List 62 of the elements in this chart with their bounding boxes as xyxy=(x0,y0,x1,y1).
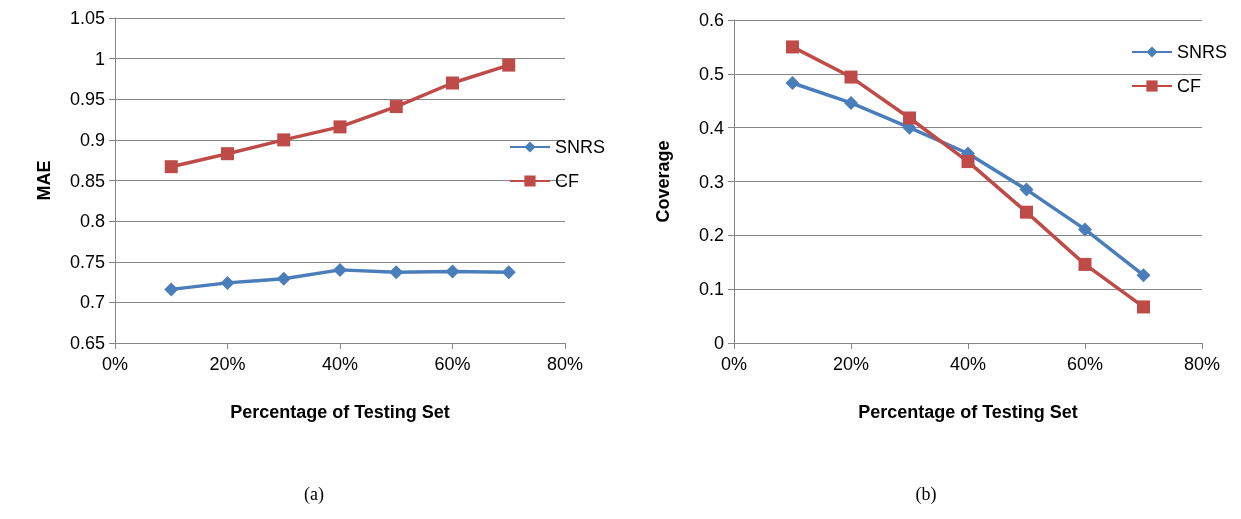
legend-label: CF xyxy=(1176,76,1201,96)
legend-label: SNRS xyxy=(554,137,606,157)
point xyxy=(277,133,291,147)
point xyxy=(786,40,799,54)
y-tick-label: 1.05 xyxy=(69,8,105,28)
y-tick-label: 0.85 xyxy=(69,170,105,191)
y-tick-label: 0.9 xyxy=(79,129,105,150)
point xyxy=(164,160,178,174)
point xyxy=(961,155,975,169)
point xyxy=(333,262,347,277)
point xyxy=(164,282,179,297)
y-tick-label: 0.7 xyxy=(79,292,105,313)
y-axis-title: MAE xyxy=(34,160,54,201)
point xyxy=(785,75,800,90)
point xyxy=(333,120,347,134)
y-tick-label: 0.95 xyxy=(69,89,105,110)
point xyxy=(220,275,235,290)
point xyxy=(445,264,460,279)
text: (a) xyxy=(304,484,324,505)
y-tick-label: 0.6 xyxy=(698,10,724,30)
point xyxy=(1078,222,1092,237)
point xyxy=(1078,257,1092,271)
y-tick-label: 0.1 xyxy=(698,279,724,300)
y-tick-label: 0.3 xyxy=(698,171,724,192)
y-tick-label: 0.5 xyxy=(698,63,724,84)
point xyxy=(389,100,403,114)
y-tick-label: 0.2 xyxy=(698,225,724,246)
point xyxy=(844,70,858,84)
point xyxy=(844,95,858,110)
y-tick-label: 0.4 xyxy=(698,117,724,138)
y-axis-title: Coverage xyxy=(653,140,673,223)
text: (b) xyxy=(915,484,937,505)
point xyxy=(501,265,516,280)
point xyxy=(276,271,291,286)
x-tick-label: 0% xyxy=(101,354,129,374)
x-tick-label: 40% xyxy=(949,354,987,374)
x-tick-label: 20% xyxy=(832,354,870,374)
y-tick-label: 0.75 xyxy=(69,251,105,272)
y-tick-label: 0.8 xyxy=(79,211,105,232)
x-axis-title: Percentage of Testing Set xyxy=(230,402,450,422)
point xyxy=(903,111,916,125)
point xyxy=(1019,182,1034,197)
x-tick-label: 40% xyxy=(321,354,359,374)
y-tick-label: 0.65 xyxy=(69,333,105,353)
x-tick-label: 60% xyxy=(1066,354,1104,374)
x-tick-label: 20% xyxy=(209,354,246,374)
point xyxy=(1020,205,1033,219)
point xyxy=(389,265,404,280)
point xyxy=(502,58,516,72)
point xyxy=(1137,300,1150,314)
x-tick-label: 80% xyxy=(546,354,584,374)
x-tick-label: 60% xyxy=(434,354,471,374)
y-tick-label: 1 xyxy=(94,48,105,69)
point xyxy=(221,147,234,161)
point xyxy=(1136,268,1151,283)
x-axis-title: Percentage of Testing Set xyxy=(858,402,1078,422)
x-tick-label: 80% xyxy=(1183,354,1221,374)
point xyxy=(446,76,459,90)
y-tick-label: 0 xyxy=(713,333,724,353)
x-tick-label: 0% xyxy=(720,354,748,374)
legend-label: CF xyxy=(554,171,579,191)
legend-label: SNRS xyxy=(1176,42,1228,62)
